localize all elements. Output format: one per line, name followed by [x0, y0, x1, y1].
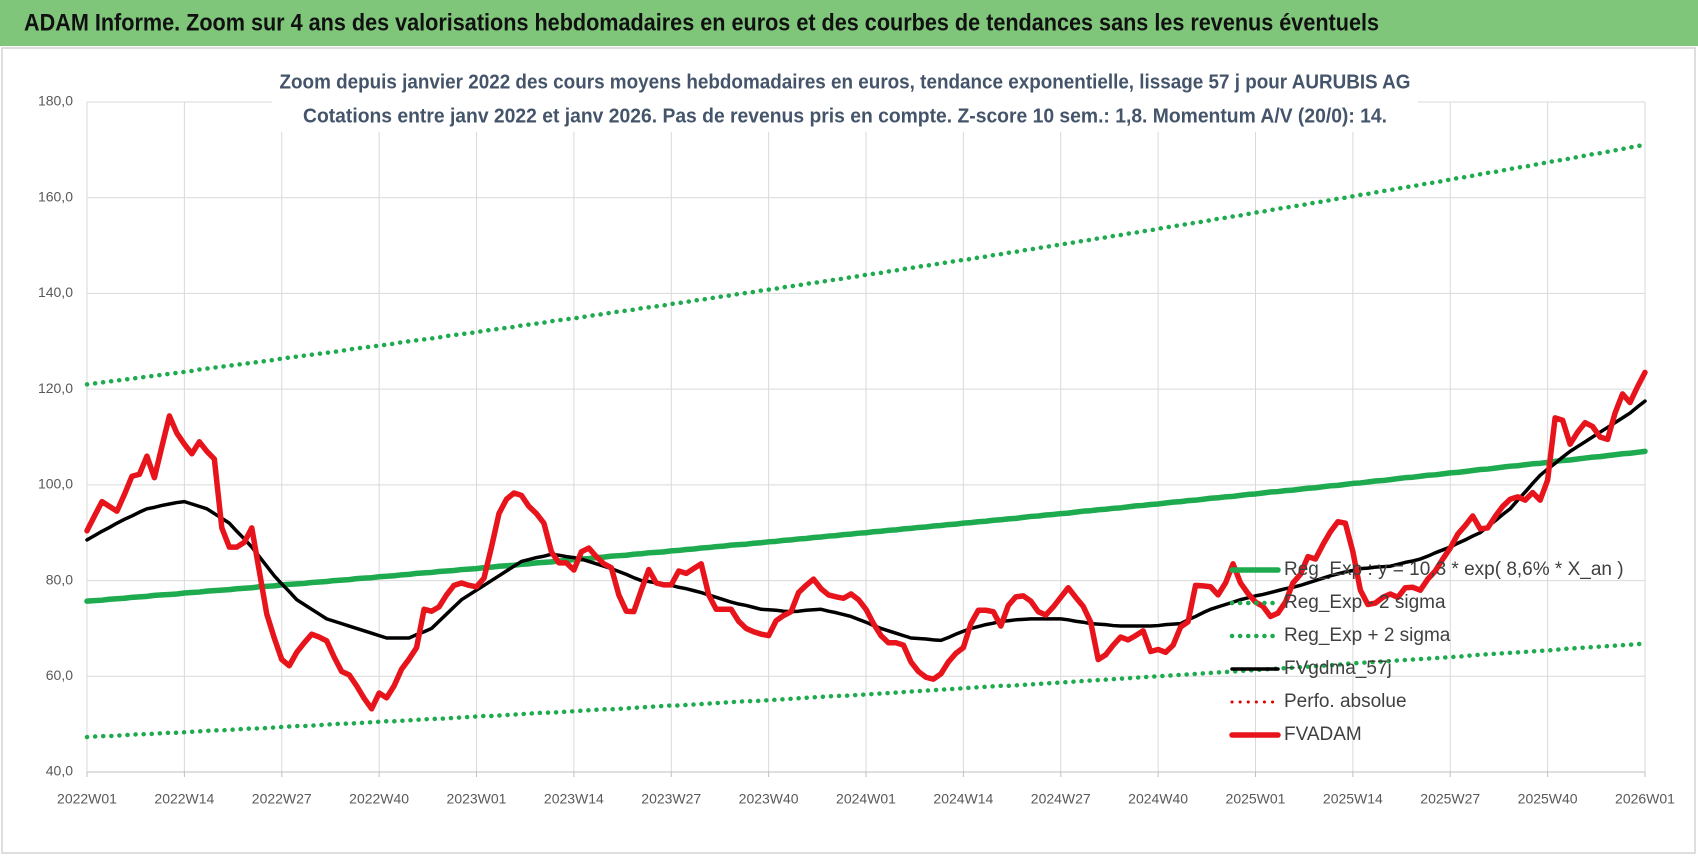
header-title: ADAM Informe. Zoom sur 4 ans des valoris…: [24, 9, 1379, 36]
y-tick-label: 180,0: [38, 93, 73, 109]
header-band: [0, 0, 1698, 46]
y-tick-label: 140,0: [38, 284, 73, 300]
x-tick-label: 2022W01: [57, 791, 117, 807]
legend-label: FVADAM: [1284, 724, 1362, 745]
x-tick-label: 2022W40: [349, 791, 409, 807]
series-line: [84, 448, 1648, 604]
x-tick-label: 2025W27: [1420, 791, 1480, 807]
title-backdrop: [272, 64, 1418, 132]
y-tick-label: 80,0: [46, 571, 73, 587]
y-tick-label: 40,0: [46, 763, 73, 779]
x-tick-label: 2025W14: [1323, 791, 1383, 807]
grid: 40,0 60,0 80,0 100,0 120,0 140,0 160,0 180,0 202…: [38, 93, 1675, 807]
x-tick-label: 2025W40: [1518, 791, 1578, 807]
y-tick-label: 120,0: [38, 380, 73, 396]
y-tick-label: 160,0: [38, 188, 73, 204]
series-line: [85, 399, 1647, 643]
legend-label: Reg_Exp + 2 sigma: [1284, 625, 1451, 646]
chart-subtitle: Cotations entre janv 2022 et janv 2026. …: [303, 105, 1387, 127]
x-tick-label: 2024W40: [1128, 791, 1188, 807]
x-tick-label: 2023W27: [641, 791, 701, 807]
x-tick-label: 2022W27: [252, 791, 312, 807]
y-tick-label: 60,0: [46, 667, 73, 683]
chart-frame: [1, 47, 1696, 854]
legend: Reg_Exp : y = 10,3 * exp( 8,6% * X_an ) R…: [1229, 559, 1624, 745]
x-tick-label: 2023W14: [544, 791, 604, 807]
x-tick-label: 2024W27: [1031, 791, 1091, 807]
series-line: [84, 641, 1648, 740]
legend-label: FVgdma_57j: [1284, 658, 1392, 679]
legend-label: Perfo. absolue: [1284, 691, 1407, 712]
chart-title: Zoom depuis janvier 2022 des cours moyen…: [280, 71, 1411, 93]
x-tick-label: 2025W01: [1226, 791, 1286, 807]
x-tick-label: 2026W01: [1615, 791, 1675, 807]
x-tick-label: 2024W01: [836, 791, 896, 807]
plot-lines: [84, 142, 1648, 740]
x-tick-label: 2024W14: [933, 791, 993, 807]
x-tick-label: 2022W14: [154, 791, 214, 807]
x-tick-label: 2023W01: [447, 791, 507, 807]
x-tick-label: 2023W40: [739, 791, 799, 807]
series-line: [84, 369, 1648, 712]
y-tick-label: 100,0: [38, 476, 73, 492]
legend-label: Reg_Exp - 2 sigma: [1284, 592, 1446, 613]
legend-label: Reg_Exp : y = 10,3 * exp( 8,6% * X_an ): [1284, 559, 1624, 580]
series-line: [84, 142, 1648, 387]
